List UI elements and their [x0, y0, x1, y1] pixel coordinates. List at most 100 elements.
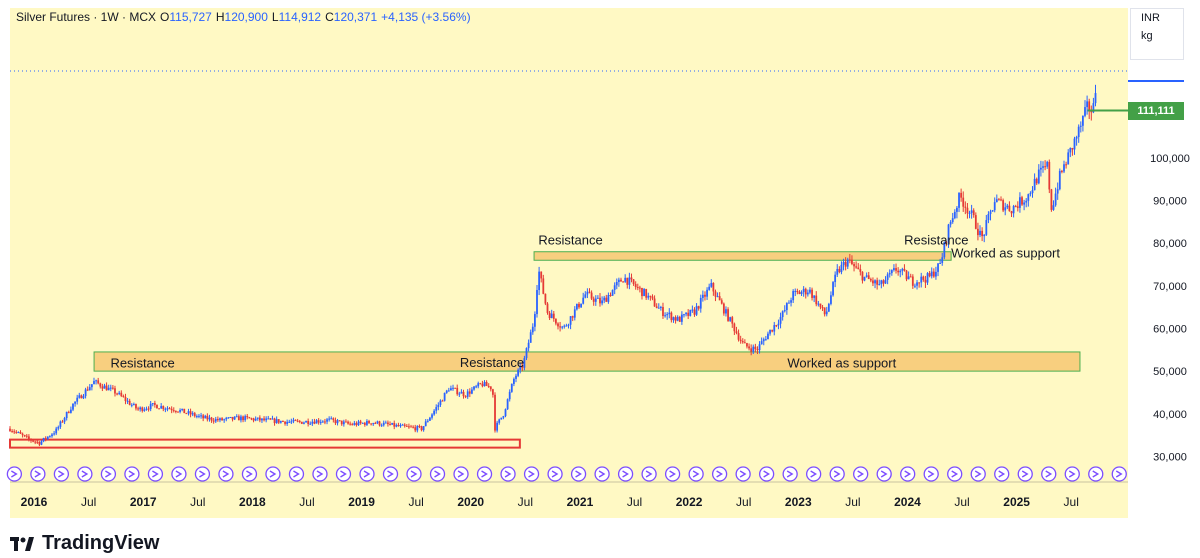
candle-body — [378, 421, 381, 426]
candle-body — [246, 416, 249, 418]
candle-body — [764, 339, 767, 341]
candle-body — [966, 207, 969, 214]
candle-body — [458, 393, 461, 395]
candle-body — [307, 420, 310, 425]
candle-body — [561, 326, 564, 328]
candle-body — [1019, 197, 1021, 208]
candle-body — [672, 317, 675, 321]
candle-body — [107, 387, 110, 391]
candle-body — [198, 415, 200, 417]
candle-body — [624, 277, 627, 282]
candle-body — [737, 333, 740, 340]
candle-body — [223, 419, 226, 421]
candle-body — [678, 316, 681, 322]
event-marker-arrow — [716, 470, 723, 478]
event-marker-arrow — [786, 470, 794, 478]
candle-body — [991, 210, 994, 212]
candle-body — [527, 342, 530, 349]
candle-body — [584, 294, 587, 298]
x-tick-label: 2022 — [676, 495, 703, 509]
candle-body — [699, 297, 702, 309]
annotation-label: Resistance — [904, 232, 968, 247]
candle-body — [483, 381, 486, 387]
symbol-description[interactable]: Silver Futures · 1W · MCX — [16, 10, 157, 24]
candle-body — [513, 378, 515, 384]
candle-body — [345, 421, 347, 423]
candle-body — [680, 314, 683, 322]
candle-body — [267, 418, 270, 420]
candle-body — [1086, 101, 1088, 108]
candle-body — [156, 404, 158, 409]
candle-body — [735, 331, 738, 334]
event-marker-icon — [570, 466, 587, 482]
candle-body — [51, 434, 53, 437]
candle-body — [806, 292, 809, 295]
candle-body — [168, 408, 171, 410]
candle-body — [376, 421, 379, 424]
event-marker-arrow — [904, 470, 912, 478]
candle-body — [65, 411, 68, 419]
candle-body — [928, 273, 931, 277]
candle-body — [817, 303, 820, 305]
candle-body — [200, 415, 202, 417]
candle-body — [84, 389, 87, 397]
candle-body — [101, 386, 104, 389]
candle-body — [210, 417, 213, 421]
event-marker-arrow — [340, 470, 347, 478]
candle-body — [221, 418, 223, 421]
candle-body — [861, 271, 864, 281]
candle-body — [519, 365, 522, 370]
candle-body — [347, 421, 349, 424]
candle-body — [1008, 205, 1011, 212]
event-marker-icon — [523, 466, 540, 482]
candle-body — [288, 421, 291, 423]
candle-body — [361, 422, 364, 424]
x-tick-label: 2024 — [894, 495, 921, 509]
candle-body — [500, 417, 503, 420]
candle-body — [1035, 178, 1038, 184]
event-marker-icon — [218, 466, 234, 482]
candle-body — [105, 385, 108, 391]
candle-body — [714, 291, 717, 297]
candle-body — [1056, 189, 1059, 194]
candle-body — [59, 421, 62, 427]
currency-label[interactable]: INR — [1141, 12, 1160, 24]
candle-body — [981, 230, 984, 237]
candle-body — [767, 333, 769, 340]
candle-body — [687, 312, 690, 316]
candle-body — [958, 192, 960, 208]
event-marker-arrow — [645, 470, 653, 478]
candle-body — [439, 400, 442, 405]
event-marker-icon — [100, 466, 117, 482]
unit-label[interactable]: kg — [1141, 30, 1153, 42]
candle-body — [55, 428, 58, 434]
event-marker-icon — [1064, 466, 1080, 482]
candle-body — [27, 436, 30, 440]
candle-body — [359, 421, 362, 423]
candle-body — [794, 291, 797, 293]
candle-body — [405, 425, 408, 427]
event-marker-arrow — [105, 470, 112, 478]
candle-body — [630, 277, 633, 280]
candle-body — [445, 390, 448, 393]
event-marker-arrow — [246, 470, 253, 478]
candle-body — [1002, 200, 1005, 211]
candle-body — [384, 422, 387, 424]
candle-body — [219, 418, 221, 421]
candle-body — [573, 309, 576, 318]
candle-body — [353, 423, 356, 425]
candle-body — [1088, 101, 1091, 111]
support-resistance-zone — [533, 251, 952, 261]
currency-unit-selector[interactable]: INR kg — [1130, 8, 1184, 60]
candle-body — [128, 400, 131, 405]
tradingview-logo[interactable]: TradingView — [10, 532, 159, 555]
candle-body — [479, 383, 482, 385]
candle-body — [80, 395, 83, 399]
candle-body — [1069, 147, 1072, 153]
candle-body — [987, 214, 990, 221]
candle-body — [592, 298, 595, 302]
event-marker-arrow — [763, 470, 770, 478]
candle-body — [781, 311, 784, 318]
candle-body — [90, 384, 93, 388]
